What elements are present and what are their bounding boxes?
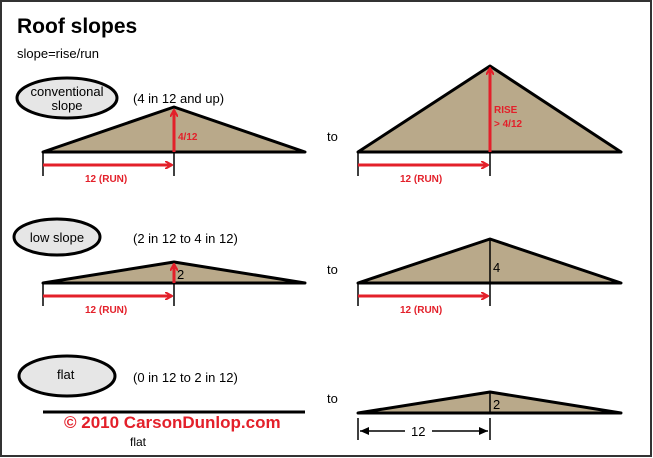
rise-label: 4 bbox=[493, 260, 500, 275]
range-low-slope: (2 in 12 to 4 in 12) bbox=[133, 231, 238, 246]
flat-caption: flat bbox=[130, 435, 147, 449]
rise-label: 2 bbox=[493, 397, 500, 412]
run-label: 12 bbox=[411, 424, 425, 439]
formula: slope=rise/run bbox=[17, 46, 99, 61]
run-label: 12 (RUN) bbox=[85, 305, 127, 316]
to-label: to bbox=[327, 262, 338, 277]
label-slope: slope bbox=[51, 98, 82, 113]
oval-conventional bbox=[15, 76, 119, 120]
oval-low-slope bbox=[12, 217, 102, 257]
label-conventional: conventional bbox=[31, 84, 104, 99]
run-label: 12 (RUN) bbox=[400, 305, 442, 316]
to-label: to bbox=[327, 129, 338, 144]
rise-label: RISE bbox=[494, 105, 518, 116]
copyright-watermark: © 2010 CarsonDunlop.com bbox=[64, 413, 281, 432]
run-label: 12 (RUN) bbox=[85, 174, 127, 185]
range-conventional: (4 in 12 and up) bbox=[133, 91, 224, 106]
rise-label: > 4/12 bbox=[494, 119, 523, 130]
rise-label: 2 bbox=[177, 267, 184, 282]
oval-flat bbox=[17, 354, 117, 398]
run-label: 12 (RUN) bbox=[400, 174, 442, 185]
title: Roof slopes bbox=[17, 15, 137, 38]
rise-label: 4/12 bbox=[178, 132, 198, 143]
to-label: to bbox=[327, 391, 338, 406]
label-flat: flat bbox=[57, 367, 75, 382]
label-low-slope: low slope bbox=[30, 230, 84, 245]
range-flat: (0 in 12 to 2 in 12) bbox=[133, 370, 238, 385]
